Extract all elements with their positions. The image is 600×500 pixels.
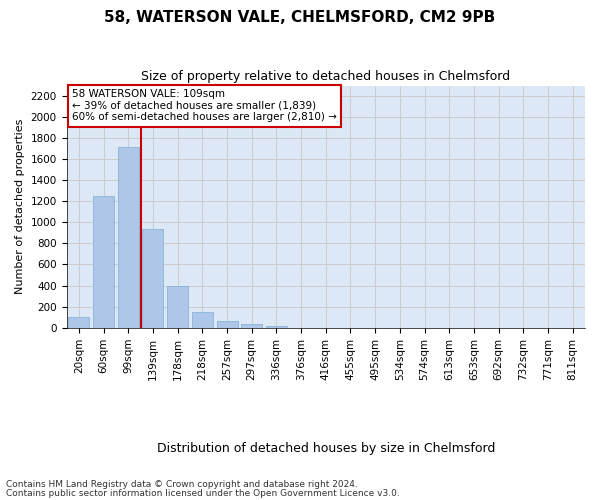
Bar (118, 146, 139, 328)
Bar (167, 286, 188, 328)
Bar (217, 321, 238, 328)
X-axis label: Distribution of detached houses by size in Chelmsford: Distribution of detached houses by size … (157, 442, 495, 455)
Y-axis label: Number of detached properties: Number of detached properties (15, 119, 25, 294)
Bar (266, 326, 287, 328)
Bar (241, 324, 262, 328)
Text: 58, WATERSON VALE, CHELMSFORD, CM2 9PB: 58, WATERSON VALE, CHELMSFORD, CM2 9PB (104, 10, 496, 25)
Text: Contains public sector information licensed under the Open Government Licence v3: Contains public sector information licen… (6, 488, 400, 498)
Bar (142, 228, 163, 328)
Title: Size of property relative to detached houses in Chelmsford: Size of property relative to detached ho… (141, 70, 511, 83)
Text: Contains HM Land Registry data © Crown copyright and database right 2024.: Contains HM Land Registry data © Crown c… (6, 480, 358, 489)
Bar (93, 196, 114, 328)
Bar (192, 312, 213, 328)
Bar (68, 317, 89, 328)
Text: 58 WATERSON VALE: 109sqm
← 39% of detached houses are smaller (1,839)
60% of sem: 58 WATERSON VALE: 109sqm ← 39% of detach… (72, 89, 337, 122)
